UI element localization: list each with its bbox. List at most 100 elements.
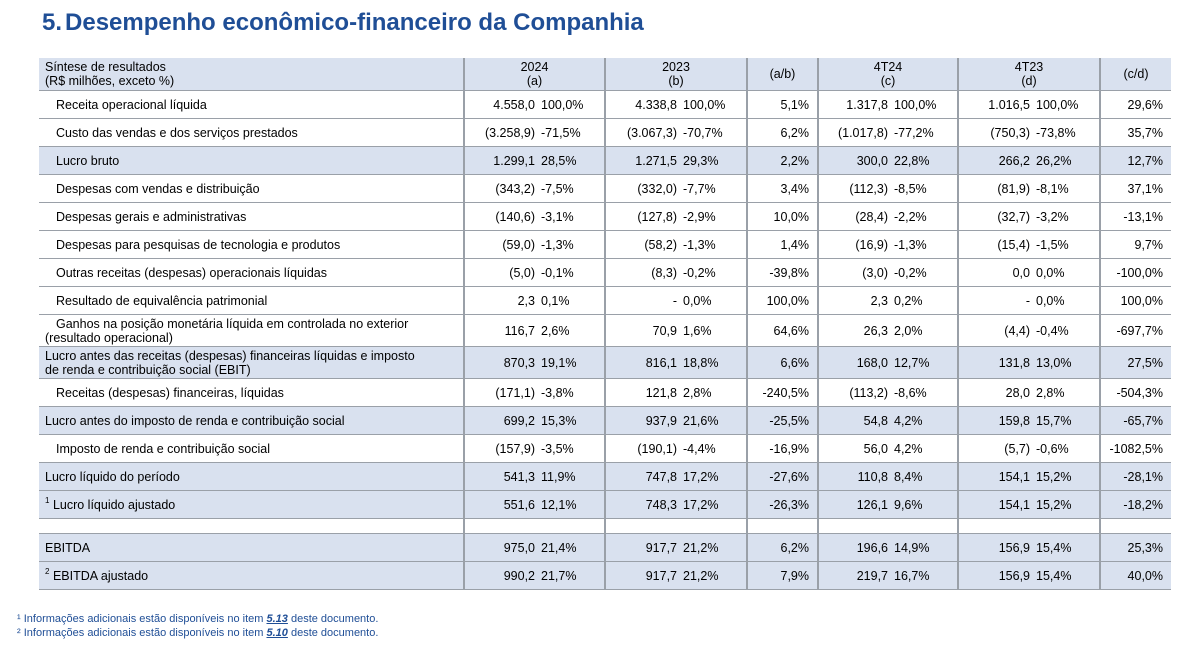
cell-v3: (113,2)	[818, 378, 888, 407]
header-label-line1: Síntese de resultados	[45, 60, 166, 74]
cell-v4: (15,4)	[958, 230, 1030, 259]
cell-cd: 100,0%	[1100, 286, 1171, 315]
cell-v4: 154,1	[958, 462, 1030, 491]
cell-v2: (8,3)	[605, 258, 677, 287]
cell-v4: (81,9)	[958, 174, 1030, 203]
cell-cd: 37,1%	[1100, 174, 1171, 203]
cell-v3: 168,0	[818, 346, 888, 379]
header-row: Síntese de resultados (R$ milhões, exceto…	[39, 58, 1171, 91]
cell-p2: 29,3%	[677, 146, 748, 175]
row-label: Lucro líquido do período	[39, 462, 465, 491]
cell-ab: 5,1%	[747, 90, 819, 119]
table-row: Despesas para pesquisas de tecnologia e …	[39, 230, 1171, 259]
row-label-line2: (resultado operacional)	[45, 330, 173, 345]
cell-v3: (1.017,8)	[818, 118, 888, 147]
cell-p2: 2,8%	[677, 378, 748, 407]
cell-p1: -7,5%	[535, 174, 606, 203]
table-row: Lucro líquido do período 541,3 11,9% 747,8 1…	[39, 462, 1171, 491]
cell-v1: (157,9)	[464, 434, 535, 463]
cell-p4: 15,4%	[1030, 533, 1101, 562]
cell-v4: 0,0	[958, 258, 1030, 287]
footnote-2-ref-link[interactable]: 5.10	[266, 627, 288, 639]
row-label: Resultado de equivalência patrimonial	[39, 286, 465, 315]
cell-ab: -25,5%	[747, 406, 819, 435]
cell-p2: -70,7%	[677, 118, 748, 147]
cell-p2: 17,2%	[677, 462, 748, 491]
cell-v2: 937,9	[605, 406, 677, 435]
cell-p3: 9,6%	[888, 490, 959, 519]
cell-v4: 28,0	[958, 378, 1030, 407]
cell-cd: -504,3%	[1100, 378, 1171, 407]
results-table: Síntese de resultados (R$ milhões, exceto…	[39, 58, 1171, 590]
cell-v2: 748,3	[605, 490, 677, 519]
cell-ab: -39,8%	[747, 258, 819, 287]
cell-v4: -	[958, 286, 1030, 315]
cell-p2: 0,0%	[677, 286, 748, 315]
table-row: Lucro antes do imposto de renda e contri…	[39, 406, 1171, 435]
cell-v4: 154,1	[958, 490, 1030, 519]
cell-p4: -3,2%	[1030, 202, 1101, 231]
cell-p1: 28,5%	[535, 146, 606, 175]
cell-cd: 25,3%	[1100, 533, 1171, 562]
cell-p4: 13,0%	[1030, 346, 1101, 379]
cell-v1: (343,2)	[464, 174, 535, 203]
section-number: 5.	[42, 9, 63, 36]
cell-v2: 816,1	[605, 346, 677, 379]
cell-v4: 1.016,5	[958, 90, 1030, 119]
table-row: Receita operacional líquida 4.558,0 100,0%…	[39, 90, 1171, 119]
cell-v4: (5,7)	[958, 434, 1030, 463]
cell-p2: 21,2%	[677, 561, 748, 590]
cell-v1: 116,7	[464, 314, 535, 347]
cell-p4: 0,0%	[1030, 258, 1101, 287]
table-row: Receitas (despesas) financeiras, líquida…	[39, 378, 1171, 407]
cell-p2: -2,9%	[677, 202, 748, 231]
cell-p1: 0,1%	[535, 286, 606, 315]
cell-v3: 26,3	[818, 314, 888, 347]
cell-p4: 2,8%	[1030, 378, 1101, 407]
header-label-line2: (R$ milhões, exceto %)	[45, 74, 175, 88]
cell-v2: 747,8	[605, 462, 677, 491]
cell-v1: 975,0	[464, 533, 535, 562]
cell-cd: -1082,5%	[1100, 434, 1171, 463]
cell-p3: 4,2%	[888, 406, 959, 435]
row-label: Despesas com vendas e distribuição	[39, 174, 465, 203]
row-label: Lucro antes do imposto de renda e contri…	[39, 406, 465, 435]
cell-p1: 100,0%	[535, 90, 606, 119]
cell-p4: -8,1%	[1030, 174, 1101, 203]
cell-v3: 196,6	[818, 533, 888, 562]
cell-v2: 70,9	[605, 314, 677, 347]
cell-v2: (3.067,3)	[605, 118, 677, 147]
page-title: 5. Desempenho econômico-financeiro da Com…	[42, 9, 644, 37]
row-label: Lucro antes das receitas (despesas) fina…	[39, 346, 465, 379]
cell-ab: 6,2%	[747, 533, 819, 562]
cell-p1: 21,4%	[535, 533, 606, 562]
cell-v3: 300,0	[818, 146, 888, 175]
cell-cd: 40,0%	[1100, 561, 1171, 590]
row-label: Ganhos na posição monetária líquida em c…	[39, 314, 465, 347]
cell-p3: 4,2%	[888, 434, 959, 463]
cell-ab: 6,2%	[747, 118, 819, 147]
header-2023: 2023 (b)	[605, 58, 748, 91]
cell-v1: (59,0)	[464, 230, 535, 259]
cell-p3: 16,7%	[888, 561, 959, 590]
cell-p2: -7,7%	[677, 174, 748, 203]
cell-p3: 8,4%	[888, 462, 959, 491]
cell-p1: 11,9%	[535, 462, 606, 491]
cell-v2: (332,0)	[605, 174, 677, 203]
row-label: EBITDA	[39, 533, 465, 562]
row-label: 2 EBITDA ajustado	[39, 561, 465, 590]
cell-v4: (4,4)	[958, 314, 1030, 347]
cell-v3: 219,7	[818, 561, 888, 590]
header-4t23: 4T23 (d)	[958, 58, 1101, 91]
cell-v1: 699,2	[464, 406, 535, 435]
cell-ab: 3,4%	[747, 174, 819, 203]
cell-cd: -18,2%	[1100, 490, 1171, 519]
table-row: Outras receitas (despesas) operacionais …	[39, 258, 1171, 287]
table-row: Despesas com vendas e distribuição (343,2…	[39, 174, 1171, 203]
cell-p1: 15,3%	[535, 406, 606, 435]
cell-v2: (58,2)	[605, 230, 677, 259]
row-label-line2: de renda e contribuição social (EBIT)	[45, 362, 251, 377]
cell-p4: 15,2%	[1030, 462, 1101, 491]
footnote-1-ref-link[interactable]: 5.13	[266, 613, 288, 625]
cell-v3: 1.317,8	[818, 90, 888, 119]
